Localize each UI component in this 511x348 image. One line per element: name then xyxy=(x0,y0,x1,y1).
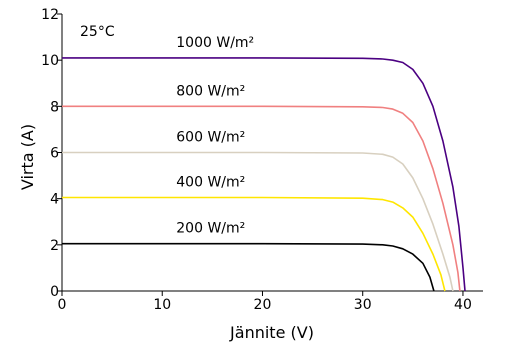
series-label: 600 W/m² xyxy=(176,130,245,146)
temperature-label: 25°C xyxy=(80,24,115,40)
series-line xyxy=(62,196,446,292)
x-tick-label: 40 xyxy=(454,297,472,313)
series-group xyxy=(62,57,466,292)
y-tick-label: 10 xyxy=(41,53,59,69)
series-label: 1000 W/m² xyxy=(176,35,254,51)
axes: 0 10 20 30 40 0 2 4 6 8 10 12 xyxy=(41,7,483,313)
series-line xyxy=(62,57,466,292)
y-tick-label: 4 xyxy=(50,192,59,208)
series-label: 800 W/m² xyxy=(176,83,245,99)
y-tick-label: 6 xyxy=(50,146,59,162)
x-axis-label: Jännite (V) xyxy=(229,323,314,342)
y-tick-label: 8 xyxy=(50,99,59,115)
labels: 1000 W/m² 800 W/m² 600 W/m² 400 W/m² 200 W/m… xyxy=(176,35,254,237)
x-tick-label: 20 xyxy=(254,297,272,313)
x-tick-label: 0 xyxy=(58,297,67,313)
x-tick-label: 30 xyxy=(354,297,372,313)
y-tick-label: 2 xyxy=(50,238,59,254)
series-label: 200 W/m² xyxy=(176,221,245,237)
y-axis-label: Virta (A) xyxy=(18,124,37,190)
y-tick-label: 0 xyxy=(50,284,59,300)
series-line xyxy=(62,105,461,292)
x-tick-label: 10 xyxy=(153,297,171,313)
series-line xyxy=(62,242,435,292)
y-tick-label: 12 xyxy=(41,7,59,23)
series-label: 400 W/m² xyxy=(176,175,245,191)
series-line xyxy=(62,151,454,292)
